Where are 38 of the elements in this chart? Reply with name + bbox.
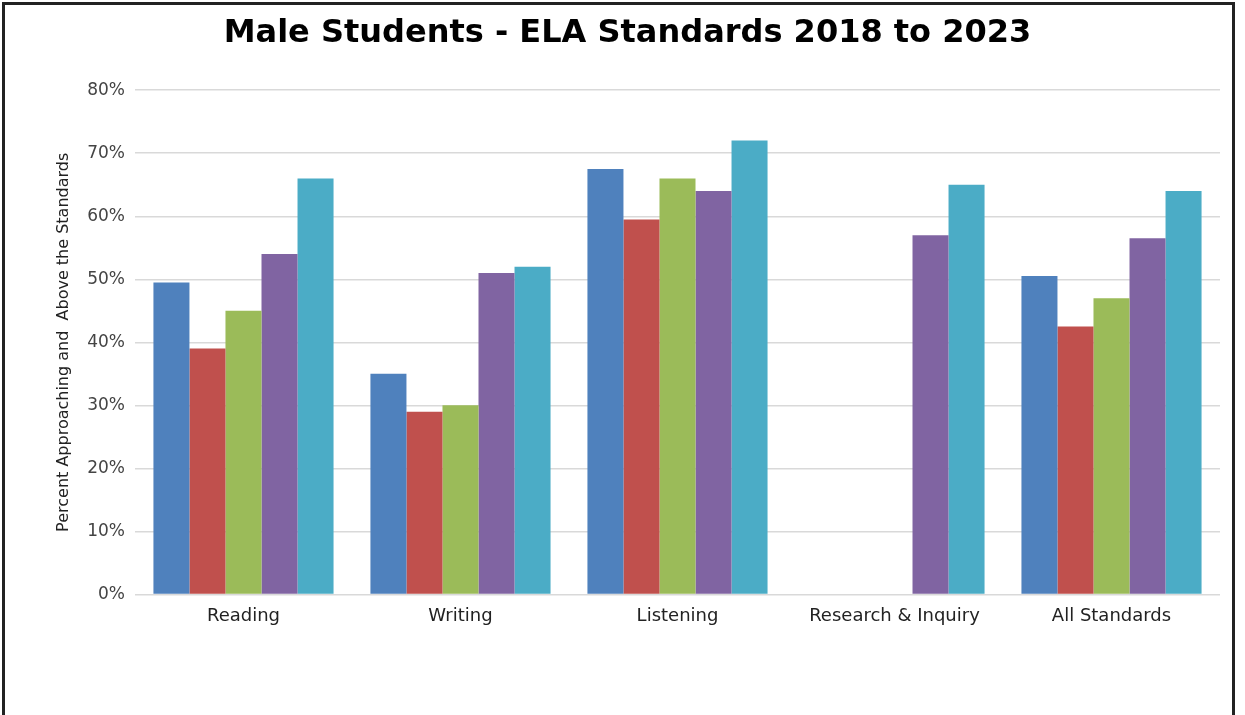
y-tick-label: 50% — [87, 267, 125, 288]
y-axis-title: Percent Approaching and Above the Standards — [52, 152, 72, 532]
y-tick-label: 60% — [87, 204, 125, 225]
bar — [1057, 326, 1094, 594]
bar — [514, 266, 551, 594]
bar — [731, 140, 768, 594]
bar — [1021, 276, 1058, 594]
y-tick-label: 30% — [87, 393, 125, 414]
bar — [1165, 191, 1202, 594]
bar — [153, 282, 190, 594]
y-tick-label: 0% — [98, 582, 125, 603]
bar — [406, 411, 443, 594]
bar — [225, 310, 262, 594]
bar — [442, 405, 479, 594]
bar — [370, 373, 407, 594]
bar — [261, 254, 298, 594]
bar — [695, 191, 732, 594]
y-tick-label: 80% — [87, 78, 125, 99]
bar — [1093, 298, 1130, 594]
x-tick-label: Reading — [206, 603, 281, 625]
chart-title: Male Students - ELA Standards 2018 to 2023 — [222, 12, 1033, 50]
bar — [912, 235, 949, 594]
bar — [587, 168, 624, 594]
x-tick-label: All Standards — [1051, 603, 1172, 625]
bar — [189, 348, 226, 594]
x-tick-label: Research & Inquiry — [809, 603, 981, 625]
y-tick-label: 20% — [87, 456, 125, 477]
bar — [1129, 238, 1166, 594]
bar — [478, 272, 515, 594]
bar — [297, 178, 334, 594]
x-tick-label: Writing — [428, 603, 493, 625]
bar — [623, 219, 660, 594]
bar — [659, 178, 696, 594]
bar — [948, 184, 985, 594]
y-tick-label: 40% — [87, 330, 125, 351]
y-tick-label: 70% — [87, 141, 125, 162]
y-tick-label: 10% — [87, 519, 125, 540]
x-tick-label: Listening — [636, 603, 719, 625]
